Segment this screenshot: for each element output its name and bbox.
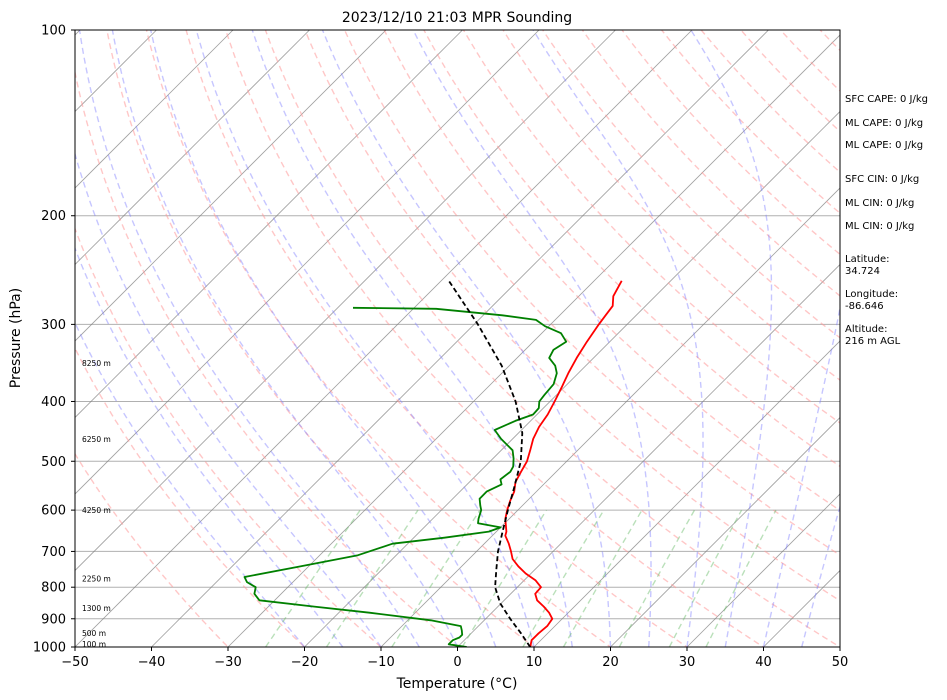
y-tick-label: 500 [41,455,66,470]
y-tick-label: 700 [41,545,66,560]
dry-adiabat-line [75,69,459,647]
moist-adiabat-line [111,30,459,647]
height-label: 1300 m [82,604,111,613]
moist-adiabat-line [78,30,420,647]
isotherm-line [75,30,234,189]
dry-adiabat-line [502,30,840,382]
isotherm-line [380,187,840,647]
moist-adiabat-line [75,151,382,647]
isotherm-line [75,30,387,342]
annotation-longitude-value: -86.646 [845,301,884,312]
mixing-ratio-line [325,509,419,647]
mixing-ratio-line [705,509,777,647]
x-tick-label: 20 [602,655,619,670]
x-tick-label: −10 [367,655,394,670]
annotation-latitude-label: Latitude: [845,254,890,265]
moist-adiabat-line [690,30,773,647]
isotherm-line [533,340,840,647]
moist-adiabat-line [321,30,612,647]
isotherm-line [75,30,693,647]
y-tick-label: 200 [41,209,66,224]
series-layer [243,280,623,647]
mixing-ratio-line [668,509,743,647]
height-label: 100 m [82,640,106,649]
height-label: 500 m [82,629,106,638]
mixing-ratio-line [522,509,605,647]
annotation-ml-cape-2: ML CAPE: 0 J/kg [845,140,923,151]
dry-adiabat-line [541,30,840,339]
annotation-longitude-label: Longitude: [845,289,898,300]
x-tick-label: −20 [291,655,318,670]
moist-adiabat-line [532,30,704,647]
height-label: 4250 m [82,506,111,515]
height-label: 6250 m [82,435,111,444]
annotation-ml-cape: ML CAPE: 0 J/kg [845,118,923,129]
moist-adiabat-line [801,503,840,647]
background-lines [75,30,840,647]
x-tick-label: 50 [832,655,849,670]
isotherm-line [75,30,464,419]
mixing-ratio-line [618,509,696,647]
annotation-sfc-cape: SFC CAPE: 0 J/kg [845,94,928,105]
moist-adiabat-line [251,30,573,647]
isotherm-line [303,110,840,647]
dry-adiabat-line [75,346,306,647]
y-tick-label: 600 [41,504,66,519]
y-tick-label: 1000 [33,641,66,656]
annotation-altitude-label: Altitude: [845,324,887,335]
isotherm-line [227,34,840,647]
isotherm-line [456,263,840,647]
dry-adiabat-line [75,452,229,647]
height-label: 2250 m [82,575,111,584]
x-tick-label: 40 [755,655,772,670]
y-tick-label: 400 [41,395,66,410]
mixing-ratio-line [391,509,481,647]
height-label: 8250 m [82,359,111,368]
mixing-ratio-line [265,509,361,647]
annotation-panel: SFC CAPE: 0 J/kg ML CAPE: 0 J/kg ML CAPE… [845,94,928,347]
y-axis-label: Pressure (hPa) [8,288,24,388]
isotherm-line [75,30,311,266]
moist-adiabat-line [195,30,535,647]
isotherm-line [75,30,617,572]
x-tick-label: −40 [138,655,165,670]
annotation-ml-cin-2: ML CIN: 0 J/kg [845,221,914,232]
x-tick-label: 10 [526,655,543,670]
moist-adiabat-line [412,30,652,647]
dry-adiabat-line [145,30,612,647]
y-tick-label: 300 [41,318,66,333]
height-labels: 100 m 500 m 1300 m 2250 m 4250 m 6250 m 8250 m [82,359,111,649]
dry-adiabat-line [106,30,536,647]
x-tick-label: −30 [214,655,241,670]
x-tick-label: 30 [679,655,696,670]
x-axis-label: Temperature (°C) [396,676,518,692]
mixing-ratio-line [461,509,548,647]
dry-adiabat-line [581,30,840,297]
chart-title: 2023/12/10 21:03 MPR Sounding [342,10,572,26]
isotherm-line [609,416,840,647]
dry-adiabat-line [264,30,840,647]
isotherm-line [75,30,540,495]
isotherm-line [150,30,770,647]
moist-adiabat-line [75,246,344,647]
profile-line-1 [243,306,568,647]
y-tick-label: 900 [41,612,66,627]
dry-adiabat-line [224,30,765,647]
axis-ticks: −50 −40 −30 −20 −10 0 10 20 30 40 50 100 200 300 400 50… [33,24,848,671]
x-tick-label: −50 [61,655,88,670]
annotation-latitude-value: 34.724 [845,266,880,277]
profile-line-2 [448,280,531,647]
annotation-sfc-cin: SFC CIN: 0 J/kg [845,174,919,185]
moist-adiabat-line [150,30,497,647]
y-tick-label: 800 [41,581,66,596]
moist-adiabat-line [762,304,840,647]
x-tick-label: 0 [453,655,461,670]
y-tick-label: 100 [41,24,66,39]
annotation-ml-cin: ML CIN: 0 J/kg [845,198,914,209]
isotherm-line [686,493,840,647]
mixing-ratio-line [562,509,643,647]
annotation-altitude-value: 216 m AGL [845,336,901,347]
